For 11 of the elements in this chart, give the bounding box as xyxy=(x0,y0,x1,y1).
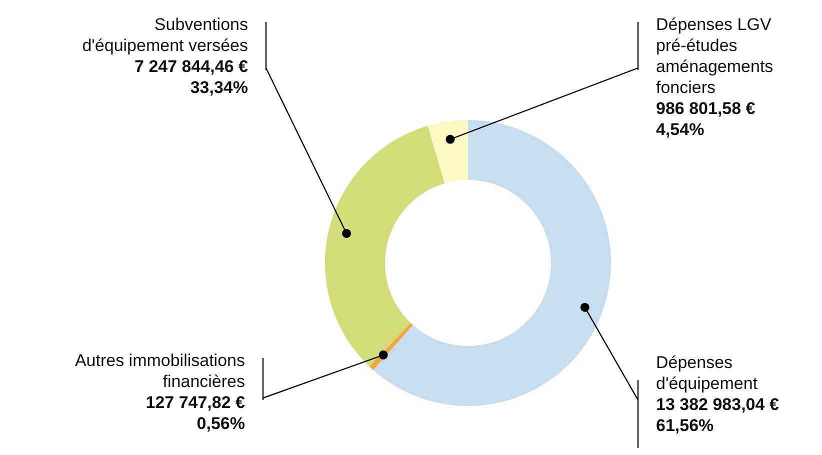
slice-label: Autres immobilisations financières xyxy=(74,351,245,391)
slice-label: Dépenses LGV pré-études aménagements fonciers xyxy=(656,15,774,97)
slice-label: Dépenses d'équipement xyxy=(656,353,758,393)
data-label: 7 247 844,46 € 33,34% xyxy=(134,57,249,97)
donut-slice xyxy=(373,120,611,406)
data-label: 13 382 983,04 € 61,56% xyxy=(656,395,780,435)
data-label: 127 747,82 € 0,56% xyxy=(146,393,246,433)
donut-slice xyxy=(428,120,468,184)
data-label: 986 801,58 € 4,54% xyxy=(656,99,756,139)
donut-slice xyxy=(325,126,445,366)
slice-label: Subventions d'équipement versées xyxy=(82,15,248,55)
